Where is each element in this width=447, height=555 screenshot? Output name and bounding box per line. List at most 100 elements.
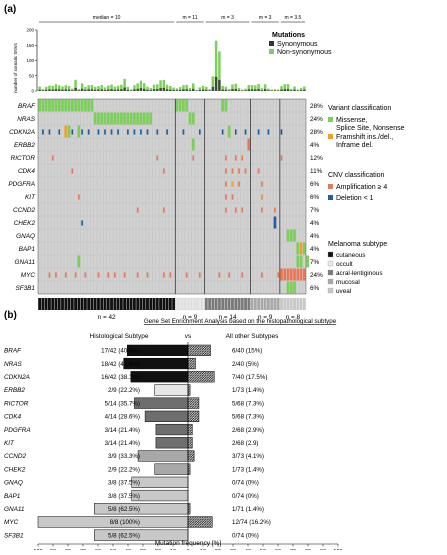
vs-label: vs [185,333,192,340]
oncoprint-cell [231,243,234,255]
hist-bar-synonymous [127,90,129,91]
oncoprint-cell [241,191,244,203]
oncoprint-cell [130,139,133,151]
oncoprint-cell [261,113,264,125]
oncoprint-cell [169,282,172,294]
oncoprint-cell [189,100,192,112]
hist-bar-synonymous [212,87,214,91]
oncoprint-cell [176,243,179,255]
oncoprint-cell [74,139,77,151]
oncoprint-cell [94,165,97,177]
oncoprint-cell [290,113,293,125]
oncoprint-cell [169,204,172,216]
oncoprint-cell [257,139,260,151]
oncoprint-cell [182,165,185,177]
oncoprint-cell [247,204,250,216]
oncoprint-cell [296,204,299,216]
oncoprint-cell [221,113,224,125]
oncoprint-cell [58,139,61,151]
oncoprint-cell [87,230,90,242]
oncoprint-cell [215,256,218,268]
oncoprint-cell [264,100,267,112]
oncoprint-cell [208,165,211,177]
oncoprint-cell [87,204,90,216]
subtype-cell [41,298,44,310]
gsea-gene-label: PDGFRA [4,427,31,434]
oncoprint-cell [182,113,185,125]
oncoprint-cell [293,243,296,255]
oncoprint-cell [162,217,165,229]
oncoprint-alteration [179,100,182,112]
right-bar [188,451,194,462]
oncoprint-cell [107,126,110,138]
oncoprint-cell [153,256,156,268]
oncoprint-cell [140,243,143,255]
oncoprint-cell [274,100,277,112]
oncoprint-cell [123,282,126,294]
oncoprint-cell [64,152,67,164]
oncoprint-cell [143,178,146,190]
oncoprint-cell [140,139,143,151]
oncoprint-alteration [98,129,100,134]
oncoprint-cell [293,113,296,125]
oncoprint-cell [182,204,185,216]
oncoprint-cell [71,256,74,268]
oncoprint-cell [143,191,146,203]
subtype-cell [87,298,90,310]
group-count-label: n = 42 [98,314,116,321]
gsea-gene-label: RICTOR [4,400,29,407]
oncoprint-cell [280,100,283,112]
left-bar [134,398,188,409]
hist-bar-synonymous [100,89,102,91]
oncoprint-cell [195,243,198,255]
subtype-cell [58,298,61,310]
oncoprint-cell [48,113,51,125]
oncoprint-cell [257,269,260,281]
oncoprint-cell [185,256,188,268]
oncoprint-cell [205,126,208,138]
oncoprint-cell [182,191,185,203]
oncoprint-cell [172,178,175,190]
subtype-swatch [328,270,333,275]
oncoprint-cell [241,100,244,112]
oncoprint-cell [225,139,228,151]
oncoprint-cell [287,178,290,190]
oncoprint-alteration [130,113,133,125]
oncoprint-cell [78,269,81,281]
oncoprint-cell [208,152,211,164]
oncoprint-cell [58,113,61,125]
oncoprint-cell [185,113,188,125]
oncoprint-cell [159,152,162,164]
oncoprint-alteration [261,194,263,199]
hist-bar-synonymous [189,90,191,91]
hist-bar-synonymous [150,90,152,91]
oncoprint-alteration [87,100,90,112]
oncoprint-cell [205,243,208,255]
gsea-gene-label: SF3B1 [4,532,24,539]
subtype-cell [123,298,126,310]
oncoprint-alteration [163,207,165,212]
oncoprint-alteration [228,126,231,138]
oncoprint-cell [117,256,120,268]
oncoprint-cell [189,152,192,164]
oncoprint-cell [97,165,100,177]
oncoprint-cell [143,269,146,281]
oncoprint-cell [146,217,149,229]
oncoprint-alteration [261,207,263,212]
oncoprint-cell [234,217,237,229]
oncoprint-cell [140,217,143,229]
left-value-label: 2/9 (22.2%) [108,387,140,394]
oncoprint-cell [254,282,257,294]
oncoprint-cell [166,282,169,294]
oncoprint-alteration [232,194,234,199]
oncoprint-cell [277,139,280,151]
oncoprint-cell [182,243,185,255]
oncoprint-cell [45,113,48,125]
left-bar [155,385,188,396]
oncoprint-alteration [290,269,293,281]
oncoprint-cell [296,178,299,190]
hist-bar-synonymous [176,90,178,91]
oncoprint-cell [172,152,175,164]
oncoprint-cell [156,230,159,242]
oncoprint-cell [192,282,195,294]
